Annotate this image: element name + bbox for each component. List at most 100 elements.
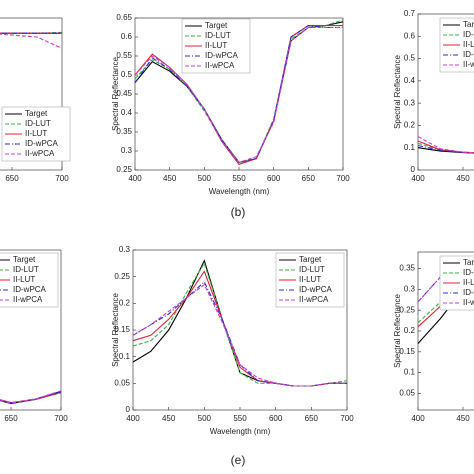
legend-label: Target xyxy=(205,21,228,30)
y-tick-label: 0.15 xyxy=(399,347,415,356)
legend-label: II-wPCA xyxy=(299,295,329,304)
x-tick-label: 700 xyxy=(54,414,68,423)
y-tick-label: 0.55 xyxy=(116,51,132,60)
series-line xyxy=(0,391,62,404)
y-tick-label: 0.25 xyxy=(116,165,132,174)
legend-label: ID-wPCA xyxy=(205,51,239,60)
y-tick-label: 0.1 xyxy=(404,143,416,152)
y-tick-label: 0.3 xyxy=(404,98,416,107)
x-tick-label: 550 xyxy=(233,414,247,423)
x-tick-label: 450 xyxy=(163,174,177,183)
legend-label: ID-LUT xyxy=(463,30,474,39)
legend-label: II-LUT xyxy=(25,129,47,138)
plot-frame xyxy=(0,249,62,411)
legend-label: ID-LUT xyxy=(205,31,231,40)
y-tick-label: 0.35 xyxy=(399,264,415,273)
legend-label: Target xyxy=(463,20,474,29)
legend-label: II-wPCA xyxy=(463,298,474,307)
x-tick-label: 500 xyxy=(198,174,212,183)
legend-label: Target xyxy=(463,258,474,267)
legend-label: ID-LUT xyxy=(25,119,51,128)
legend-label: ID-LUT xyxy=(463,268,474,277)
series-line xyxy=(0,391,62,404)
x-tick-label: 400 xyxy=(126,414,140,423)
y-tick-label: 0.2 xyxy=(119,298,131,307)
y-tick-label: 0.2 xyxy=(404,121,416,130)
y-tick-label: 0.3 xyxy=(404,285,416,294)
series-line xyxy=(132,283,347,387)
legend-label: ID-wPCA xyxy=(299,285,333,294)
y-tick-label: 0.25 xyxy=(399,305,415,314)
y-tick-label: 0.35 xyxy=(116,127,132,136)
series-line xyxy=(0,33,63,49)
series-line xyxy=(417,136,474,154)
x-axis-label: Wavelength (nm) xyxy=(209,187,270,196)
x-tick-label: 700 xyxy=(340,414,354,423)
x-tick-label: 650 xyxy=(305,414,319,423)
x-tick-label: 400 xyxy=(411,174,425,183)
plot-frame xyxy=(0,17,63,171)
legend-label: II-LUT xyxy=(205,41,227,50)
legend-label: II-LUT xyxy=(13,275,35,284)
x-tick-label: 700 xyxy=(336,174,350,183)
y-axis-label: Spectral Reflectance xyxy=(111,293,120,367)
legend-label: ID-LUT xyxy=(13,265,39,274)
y-tick-label: 0.2 xyxy=(404,326,416,335)
y-tick-label: 0.4 xyxy=(404,76,416,85)
y-tick-label: 0 xyxy=(126,405,131,414)
legend-label: Target xyxy=(13,255,36,264)
y-tick-label: 0.6 xyxy=(404,31,416,40)
caption: (e) xyxy=(231,453,246,467)
y-tick-label: 0.1 xyxy=(119,352,131,361)
series-line xyxy=(417,147,474,154)
x-tick-label: 450 xyxy=(456,414,470,423)
y-tick-label: 0.15 xyxy=(114,325,130,334)
y-axis-label: Spectral Reflectance xyxy=(111,57,120,131)
x-tick-label: 600 xyxy=(267,174,281,183)
x-tick-label: 700 xyxy=(55,174,69,183)
x-tick-label: 450 xyxy=(456,174,470,183)
legend-label: II-wPCA xyxy=(205,61,235,70)
series-line xyxy=(0,390,62,404)
plot-frame xyxy=(417,13,474,171)
series-line xyxy=(417,142,474,154)
legend-label: Target xyxy=(299,255,322,264)
legend-label: II-wPCA xyxy=(463,60,474,69)
y-tick-label: 0.1 xyxy=(404,368,416,377)
y-tick-label: 0 xyxy=(411,165,416,174)
x-tick-label: 600 xyxy=(269,414,283,423)
legend-label: Target xyxy=(25,109,48,118)
y-tick-label: 0.25 xyxy=(114,272,130,281)
series-line xyxy=(134,26,343,164)
x-tick-label: 550 xyxy=(232,174,246,183)
y-tick-label: 0.7 xyxy=(404,9,416,18)
legend-label: ID-wPCA xyxy=(463,50,474,59)
x-tick-label: 650 xyxy=(4,414,18,423)
y-tick-label: 0.6 xyxy=(121,32,133,41)
legend-label: II-LUT xyxy=(463,40,474,49)
y-tick-label: 0.5 xyxy=(404,54,416,63)
y-tick-label: 0.65 xyxy=(116,13,132,22)
legend-label: ID-wPCA xyxy=(13,285,47,294)
y-axis-label: Spectral Reflectance xyxy=(393,294,402,368)
y-axis-label: Spectral Reflectance xyxy=(393,55,402,129)
y-tick-label: 0.05 xyxy=(399,388,415,397)
caption: (b) xyxy=(231,205,246,219)
y-tick-label: 0.3 xyxy=(119,245,131,254)
x-tick-label: 400 xyxy=(128,174,142,183)
legend-label: II-LUT xyxy=(463,278,474,287)
x-tick-label: 400 xyxy=(411,414,425,423)
x-tick-label: 650 xyxy=(5,174,19,183)
y-tick-label: 0.05 xyxy=(114,378,130,387)
x-tick-label: 500 xyxy=(198,414,212,423)
y-tick-label: 0.45 xyxy=(116,89,132,98)
x-axis-label: Wavelength (nm) xyxy=(210,427,271,436)
series-line xyxy=(132,281,347,387)
legend-label: II-wPCA xyxy=(13,295,43,304)
y-tick-label: 0.4 xyxy=(121,108,133,117)
y-tick-label: 0.5 xyxy=(121,70,133,79)
x-tick-label: 650 xyxy=(302,174,316,183)
legend-label: II-LUT xyxy=(299,275,321,284)
legend-label: II-wPCA xyxy=(25,149,55,158)
